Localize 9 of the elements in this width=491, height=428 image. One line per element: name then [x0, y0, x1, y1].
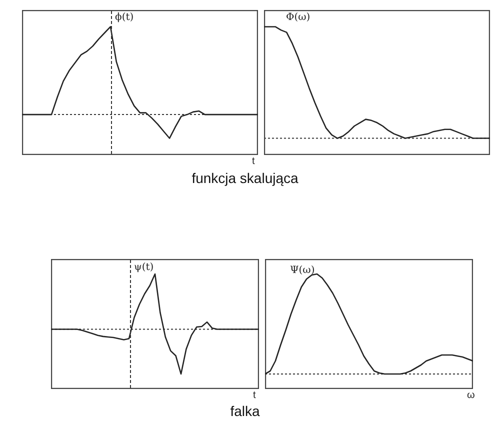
text: falka — [230, 403, 260, 419]
text: funkcja skalująca — [192, 170, 298, 186]
x-axis-title: t — [252, 156, 255, 167]
annotation: Ψ(ω) — [290, 265, 315, 276]
text: Φ(ω) — [286, 12, 310, 23]
x-axis-title: ω — [467, 390, 475, 401]
x-axis-title: t — [253, 390, 256, 401]
text: ψ(t) — [134, 262, 154, 273]
text: ϕ(t) — [115, 12, 134, 23]
